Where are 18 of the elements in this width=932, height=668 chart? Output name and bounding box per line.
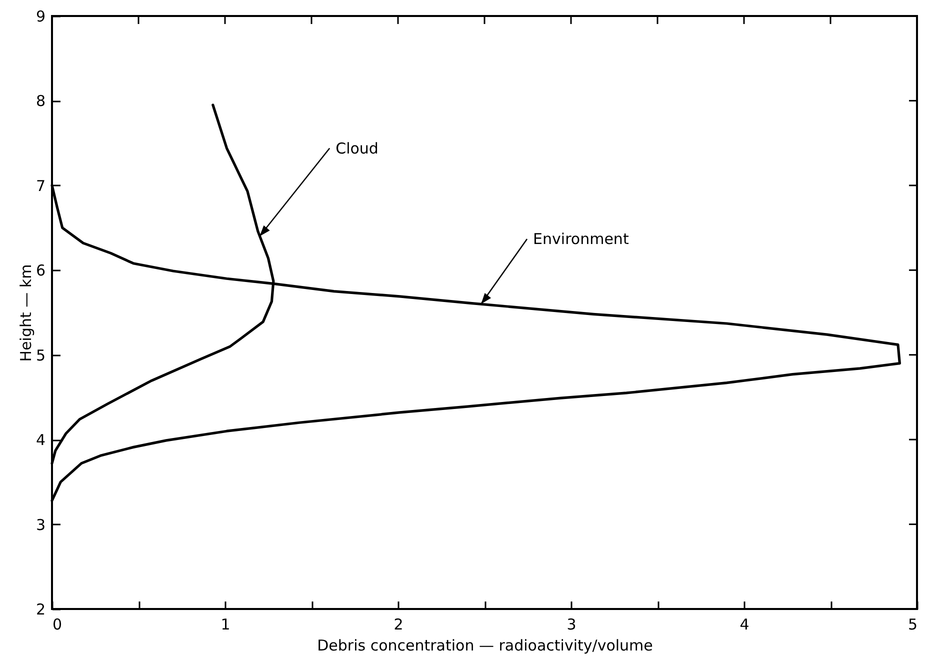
y-tick-label: 7 bbox=[36, 176, 46, 195]
x-tick-label: 4 bbox=[740, 616, 750, 634]
x-axis-title: Debris concentration — radioactivity/volume bbox=[317, 636, 653, 654]
x-tick-label: 0 bbox=[52, 616, 62, 634]
annotation: Cloud bbox=[336, 139, 378, 158]
y-tick-label: 3 bbox=[36, 516, 46, 534]
y-tick-label: 8 bbox=[36, 92, 46, 110]
x-tick-label: 1 bbox=[220, 616, 230, 634]
y-axis-title: Height — km bbox=[16, 264, 35, 362]
y-tick-label: 4 bbox=[36, 431, 46, 450]
x-tick-label: 2 bbox=[394, 616, 404, 634]
annotation: Environment bbox=[533, 230, 629, 248]
y-tick-label: 9 bbox=[36, 8, 46, 26]
y-tick-label: 6 bbox=[36, 262, 46, 280]
y-tick-label: 5 bbox=[36, 346, 46, 364]
y-tick-label: 2 bbox=[36, 600, 46, 618]
x-tick-label: 5 bbox=[908, 616, 918, 634]
x-tick-label: 3 bbox=[566, 616, 576, 634]
